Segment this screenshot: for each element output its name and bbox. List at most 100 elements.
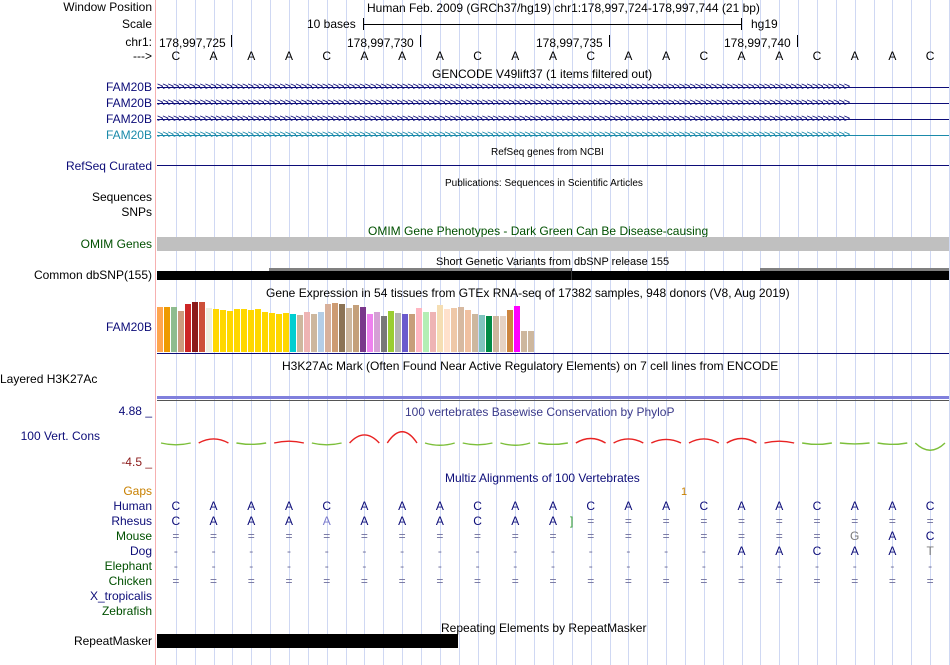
cons-score-mark[interactable]	[349, 434, 380, 444]
gtex-tissue-bar[interactable]	[227, 311, 233, 352]
h3k27ac-signal[interactable]	[157, 396, 949, 399]
gtex-tissue-bar[interactable]	[367, 314, 373, 352]
gtex-tissue-bar[interactable]	[192, 302, 198, 352]
multiz-species-label[interactable]: Zebrafish	[101, 604, 152, 618]
gtex-tissue-bar[interactable]	[507, 310, 513, 352]
gtex-tissue-bar[interactable]	[269, 313, 275, 352]
gtex-tissue-bar[interactable]	[346, 308, 352, 352]
gtex-tissue-bar[interactable]	[416, 308, 422, 352]
refseq-gene-line[interactable]	[157, 165, 949, 166]
gtex-tissue-bar[interactable]	[486, 316, 492, 352]
gencode-transcript-intron[interactable]: >>>>>>>>>>>>>>>>>>>>>>>>>>>>>>>>>>>>>>>>…	[157, 96, 949, 110]
gtex-tissue-bar[interactable]	[353, 305, 359, 352]
gencode-transcript-label[interactable]: FAM20B	[105, 80, 152, 94]
cons-score-mark[interactable]	[613, 438, 644, 444]
multiz-species-label[interactable]: Mouse	[115, 529, 152, 543]
publications-track-title[interactable]: Publications: Sequences in Scientific Ar…	[445, 178, 643, 189]
gtex-tissue-bar[interactable]	[500, 316, 506, 352]
gencode-transcript-label[interactable]: FAM20B	[105, 112, 152, 126]
gtex-tissue-bar[interactable]	[234, 309, 240, 352]
gtex-tissue-bar[interactable]	[374, 312, 380, 352]
gtex-tissue-bar[interactable]	[185, 304, 191, 352]
cons-score-mark[interactable]	[764, 440, 795, 444]
gtex-tissue-bar[interactable]	[381, 316, 387, 352]
gtex-tissue-bar[interactable]	[290, 314, 296, 352]
gtex-expression-bars[interactable]	[157, 300, 537, 352]
gencode-transcript-label[interactable]: FAM20B	[105, 96, 152, 110]
dbsnp-variant-overlap[interactable]	[760, 268, 949, 271]
cons-score-mark[interactable]	[688, 438, 720, 444]
gtex-tissue-bar[interactable]	[472, 314, 478, 352]
gtex-tissue-bar[interactable]	[423, 312, 429, 352]
cons-score-mark[interactable]	[386, 431, 418, 444]
gtex-tissue-bar[interactable]	[528, 331, 534, 352]
cons-score-mark[interactable]	[538, 442, 568, 446]
dbsnp-variant-bar[interactable]	[157, 271, 949, 280]
cons-track-label[interactable]: 100 Vert. Cons	[20, 429, 100, 443]
repeatmasker-track-label[interactable]: RepeatMasker	[73, 634, 152, 648]
gtex-tissue-bar[interactable]	[479, 315, 485, 352]
cons-track-title[interactable]: 100 vertebrates Basewise Conservation by…	[405, 405, 675, 419]
gtex-tissue-bar[interactable]	[213, 309, 219, 352]
gtex-tissue-bar[interactable]	[276, 314, 282, 352]
h3k27ac-track-label[interactable]: Layered H3K27Ac	[0, 372, 98, 386]
gtex-tissue-bar[interactable]	[220, 310, 226, 352]
cons-score-mark[interactable]	[236, 442, 267, 446]
refseq-track-title[interactable]: RefSeq genes from NCBI	[491, 147, 604, 158]
gtex-tissue-bar[interactable]	[402, 314, 408, 352]
dbsnp-variant-tick[interactable]	[571, 268, 572, 280]
h3k27ac-track-title[interactable]: H3K27Ac Mark (Often Found Near Active Re…	[282, 359, 779, 373]
sequences-track-label[interactable]: Sequences	[91, 190, 152, 204]
gtex-tissue-bar[interactable]	[318, 312, 324, 352]
gtex-tissue-bar[interactable]	[388, 311, 394, 352]
cons-score-mark[interactable]	[650, 438, 682, 444]
gtex-tissue-bar[interactable]	[444, 309, 450, 352]
gencode-transcript-intron[interactable]: >>>>>>>>>>>>>>>>>>>>>>>>>>>>>>>>>>>>>>>>…	[157, 112, 949, 126]
multiz-species-label[interactable]: Dog	[129, 544, 152, 558]
gtex-tissue-bar[interactable]	[325, 304, 331, 352]
cons-score-mark[interactable]	[575, 437, 606, 444]
repeatmasker-element[interactable]	[157, 634, 458, 648]
multiz-gap-marker[interactable]: 1	[681, 486, 688, 498]
gtex-tissue-bar[interactable]	[283, 313, 289, 352]
gtex-tissue-bar[interactable]	[339, 304, 345, 352]
gtex-tissue-bar[interactable]	[255, 309, 261, 352]
gtex-gene-line[interactable]	[157, 353, 949, 354]
cons-score-mark[interactable]	[424, 442, 455, 446]
gencode-transcript-intron[interactable]: >>>>>>>>>>>>>>>>>>>>>>>>>>>>>>>>>>>>>>>>…	[157, 128, 949, 142]
multiz-track-title[interactable]: Multiz Alignments of 100 Vertebrates	[445, 471, 640, 485]
gtex-tissue-bar[interactable]	[409, 314, 415, 352]
gtex-tissue-bar[interactable]	[297, 315, 303, 352]
omim-gene-bar[interactable]	[157, 237, 949, 251]
multiz-species-label[interactable]: Human	[113, 499, 152, 513]
gtex-tissue-bar[interactable]	[248, 310, 254, 352]
cons-score-mark[interactable]	[726, 437, 757, 444]
multiz-species-label[interactable]: Rhesus	[111, 514, 152, 528]
gtex-tissue-bar[interactable]	[430, 312, 436, 352]
gtex-tissue-bar[interactable]	[458, 307, 464, 352]
gtex-tissue-bar[interactable]	[262, 312, 268, 352]
gencode-track-title[interactable]: GENCODE V49lift37 (1 items filtered out)	[432, 67, 653, 81]
cons-score-mark[interactable]	[500, 442, 531, 446]
gtex-tissue-bar[interactable]	[164, 307, 170, 352]
dbsnp-track-label[interactable]: Common dbSNP(155)	[33, 268, 152, 282]
dbsnp-track-title[interactable]: Short Genetic Variants from dbSNP releas…	[436, 256, 670, 268]
gencode-transcript-label[interactable]: FAM20B	[105, 128, 152, 142]
gtex-tissue-bar[interactable]	[514, 306, 520, 352]
gtex-gene-label[interactable]: FAM20B	[105, 320, 152, 334]
omim-track-title[interactable]: OMIM Gene Phenotypes - Dark Green Can Be…	[368, 224, 709, 238]
multiz-species-label[interactable]: X_tropicalis	[89, 589, 152, 603]
cons-signal[interactable]	[157, 418, 949, 462]
gtex-tissue-bar[interactable]	[360, 307, 366, 352]
gtex-tissue-bar[interactable]	[451, 308, 457, 352]
gtex-tissue-bar[interactable]	[178, 311, 184, 352]
gtex-tissue-bar[interactable]	[304, 312, 310, 352]
gtex-track-title[interactable]: Gene Expression in 54 tissues from GTEx …	[266, 286, 790, 300]
cons-score-mark[interactable]	[914, 442, 946, 451]
cons-score-mark[interactable]	[462, 442, 493, 446]
gtex-tissue-bar[interactable]	[311, 314, 317, 352]
cons-score-mark[interactable]	[160, 442, 191, 446]
refseq-track-label[interactable]: RefSeq Curated	[65, 159, 152, 173]
multiz-species-label[interactable]: Elephant	[104, 559, 152, 573]
cons-score-mark[interactable]	[839, 442, 870, 445]
